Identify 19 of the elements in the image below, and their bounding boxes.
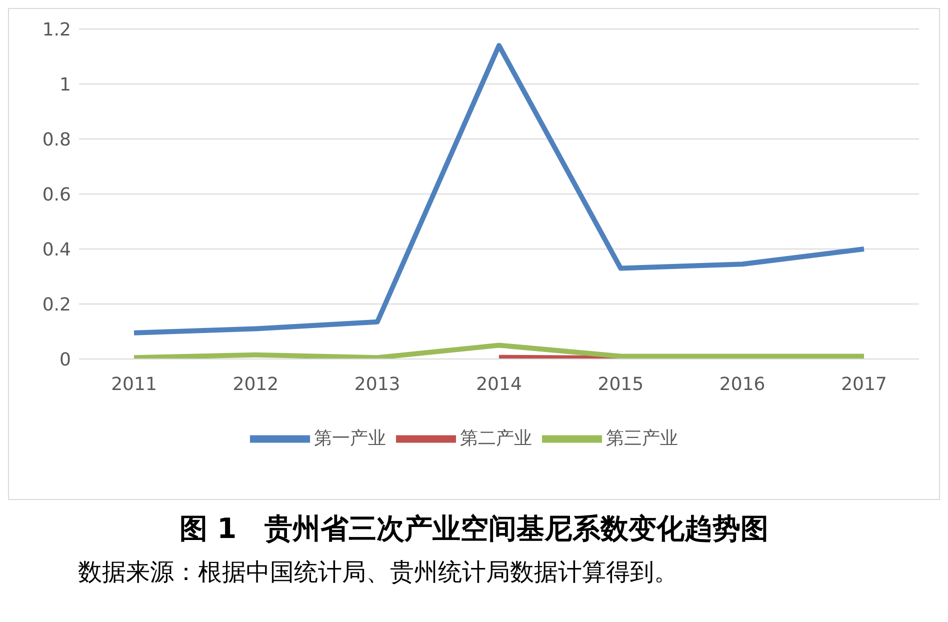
y-tick-label: 0.6 xyxy=(42,184,71,206)
text: 图 1 贵州省三次产业空间基尼系数变化趋势图 xyxy=(178,511,770,547)
y-tick-label: 1.2 xyxy=(42,19,71,40)
y-tick-label: 0.4 xyxy=(42,239,71,260)
x-tick-label: 2011 xyxy=(111,374,157,395)
y-tick-label: 0 xyxy=(60,349,71,370)
legend-label: 第一产业 xyxy=(314,428,386,449)
x-tick-label: 2013 xyxy=(354,374,400,395)
legend-label: 第二产业 xyxy=(460,428,532,449)
x-tick-label: 2015 xyxy=(598,374,644,395)
y-tick-label: 0.2 xyxy=(42,294,71,316)
x-tick-label: 2014 xyxy=(476,374,522,395)
x-tick-label: 2016 xyxy=(719,374,766,395)
source-note: 数据来源：根据中国统计局、贵州统计局数据计算得到。 xyxy=(77,557,679,588)
y-tick-label: 0.8 xyxy=(42,129,71,150)
y-tick-label: 1 xyxy=(60,74,71,96)
legend-label: 第三产业 xyxy=(606,428,678,449)
x-tick-label: 2012 xyxy=(232,374,279,395)
x-tick-label: 2017 xyxy=(841,374,887,395)
